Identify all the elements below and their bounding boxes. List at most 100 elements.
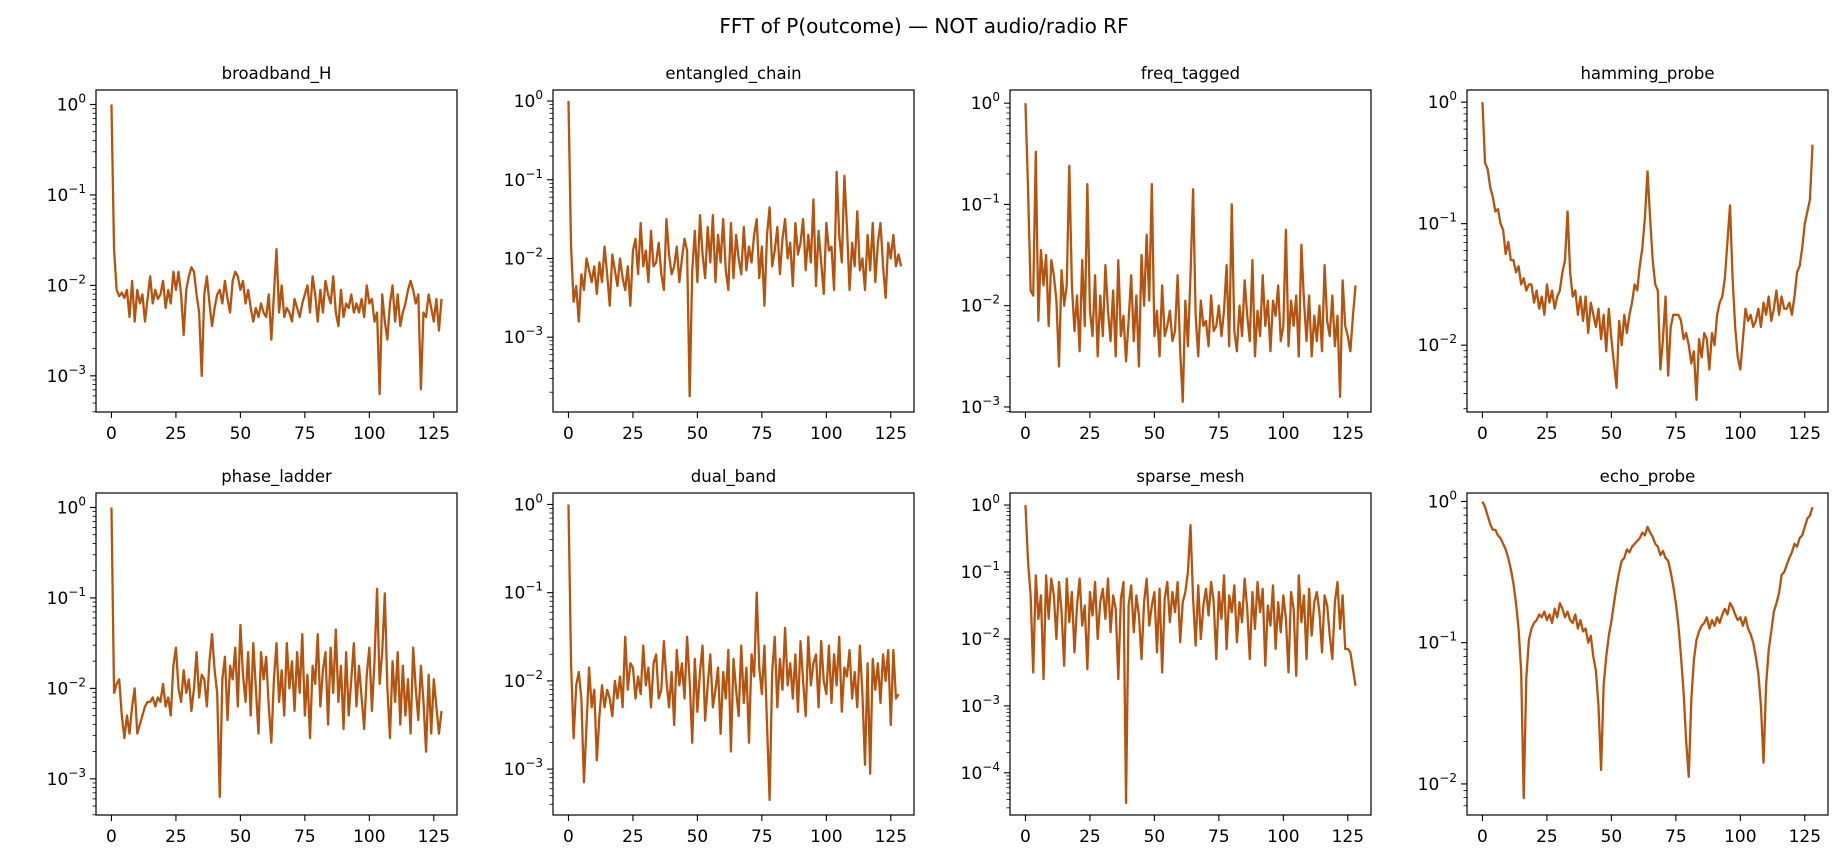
- y-tick-exponent: −2: [982, 293, 1000, 307]
- y-tick-base: 10: [1428, 492, 1450, 512]
- y-tick-label: 10−2: [961, 626, 1000, 650]
- x-tick-label: 125: [875, 424, 907, 444]
- x-tick-label: 100: [1267, 827, 1299, 847]
- x-tick-label: 100: [1267, 424, 1299, 444]
- x-tick-label: 0: [106, 827, 117, 847]
- x-tick-label: 100: [810, 424, 842, 444]
- x-tick-label: 50: [1601, 827, 1623, 847]
- y-tick-base: 10: [1428, 93, 1450, 113]
- x-tick-label: 0: [563, 827, 574, 847]
- y-tick-label: 10−3: [47, 766, 86, 790]
- x-tick-label: 125: [1332, 424, 1364, 444]
- y-tick-label: 10−1: [1418, 630, 1457, 654]
- y-tick-label: 10−1: [504, 167, 543, 191]
- y-tick-exponent: 0: [535, 491, 543, 505]
- y-tick-exponent: −1: [525, 167, 543, 181]
- y-tick-label: 10−1: [1418, 211, 1457, 235]
- series-line: [567, 504, 900, 802]
- y-tick-exponent: −2: [525, 245, 543, 259]
- y-tick-label: 10−1: [47, 182, 86, 206]
- x-tick-label: 125: [1332, 827, 1364, 847]
- y-tick-base: 10: [961, 398, 983, 418]
- y-tick-exponent: −1: [1439, 630, 1457, 644]
- y-tick-base: 10: [504, 760, 526, 780]
- x-tick-label: 75: [1665, 424, 1687, 444]
- y-tick-exponent: −3: [982, 693, 1000, 707]
- y-tick-label: 10−2: [47, 272, 86, 296]
- y-tick-exponent: −2: [525, 668, 543, 682]
- series-line: [1481, 500, 1814, 800]
- axes-frame: [552, 89, 915, 413]
- x-tick-label: 25: [1079, 827, 1101, 847]
- y-tick-base: 10: [47, 276, 69, 296]
- subplot-title: freq_tagged: [1141, 64, 1240, 84]
- y-tick-base: 10: [1418, 775, 1440, 795]
- y-tick-base: 10: [971, 94, 993, 114]
- y-tick-base: 10: [504, 328, 526, 348]
- x-tick-label: 75: [1208, 827, 1230, 847]
- y-tick-base: 10: [47, 679, 69, 699]
- x-tick-label: 100: [1724, 827, 1756, 847]
- x-tick-label: 0: [1477, 827, 1488, 847]
- y-tick-base: 10: [961, 195, 983, 215]
- y-tick-base: 10: [47, 367, 69, 387]
- y-tick-label: 100: [1428, 89, 1457, 113]
- y-tick-label: 10−2: [47, 675, 86, 699]
- y-tick-exponent: −2: [1439, 771, 1457, 785]
- y-tick-label: 10−3: [961, 693, 1000, 717]
- y-tick-label: 10−1: [961, 559, 1000, 583]
- y-tick-exponent: −3: [525, 324, 543, 338]
- x-tick-label: 25: [165, 424, 187, 444]
- x-tick-label: 25: [622, 424, 644, 444]
- x-tick-label: 50: [687, 424, 709, 444]
- series-line: [110, 507, 443, 799]
- y-tick-exponent: −3: [982, 394, 1000, 408]
- y-tick-exponent: −1: [1439, 211, 1457, 225]
- y-tick-base: 10: [504, 584, 526, 604]
- x-tick-label: 75: [1208, 424, 1230, 444]
- axes-frame: [552, 492, 915, 816]
- subplot-grid: broadband_H0 25 50 75 100 12510010−110−210−3e…: [47, 64, 1829, 847]
- y-tick-base: 10: [971, 496, 993, 516]
- y-tick-label: 100: [57, 91, 86, 115]
- subplot-title: echo_probe: [1600, 467, 1696, 487]
- subplot-title: entangled_chain: [665, 64, 801, 84]
- y-tick-base: 10: [961, 297, 983, 317]
- y-tick-exponent: −1: [982, 191, 1000, 205]
- series-line: [1481, 102, 1814, 402]
- x-tick-label: 50: [1144, 827, 1166, 847]
- x-tick-label: 25: [1536, 827, 1558, 847]
- axes-frame: [1009, 492, 1372, 816]
- y-tick-base: 10: [57, 95, 79, 115]
- y-tick-exponent: −1: [982, 559, 1000, 573]
- y-tick-exponent: 0: [535, 88, 543, 102]
- x-tick-label: 0: [106, 424, 117, 444]
- y-tick-label: 100: [971, 90, 1000, 114]
- x-tick-label: 50: [1601, 424, 1623, 444]
- y-tick-label: 10−2: [504, 668, 543, 692]
- y-tick-base: 10: [504, 672, 526, 692]
- series-line: [1024, 504, 1357, 805]
- axes-frame: [1466, 492, 1829, 816]
- y-tick-base: 10: [57, 498, 79, 518]
- x-tick-label: 75: [294, 424, 316, 444]
- y-tick-label: 10−4: [961, 760, 1000, 784]
- subplot-title: dual_band: [691, 467, 776, 487]
- y-tick-exponent: −2: [982, 626, 1000, 640]
- x-tick-label: 25: [1536, 424, 1558, 444]
- x-tick-label: 75: [294, 827, 316, 847]
- x-tick-label: 50: [1144, 424, 1166, 444]
- y-tick-exponent: −3: [525, 756, 543, 770]
- x-tick-label: 0: [1020, 424, 1031, 444]
- x-tick-label: 50: [230, 424, 252, 444]
- y-tick-exponent: 0: [1449, 89, 1457, 103]
- x-tick-label: 25: [165, 827, 187, 847]
- y-tick-base: 10: [1418, 336, 1440, 356]
- x-tick-label: 50: [687, 827, 709, 847]
